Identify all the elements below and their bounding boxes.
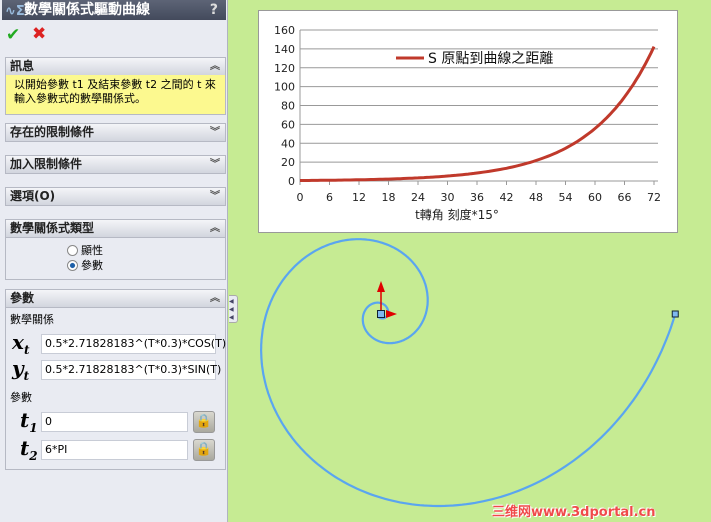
chevron-up-icon[interactable]: ︽ [210,61,220,72]
panel-title-bar: ∿Σ 數學關係式驅動曲線 ? [2,0,226,20]
radio-explicit[interactable]: 顯性 [67,242,103,258]
section-add-relations-header[interactable]: 加入限制條件 ︾ [5,155,226,174]
x-tick-label: 60 [588,191,602,204]
x-tick-label: 72 [647,191,661,204]
equation-type-box: 顯性 參數 [5,238,226,280]
lock-icon[interactable]: 🔒 [193,439,215,461]
property-manager-panel: ∿Σ 數學關係式驅動曲線 ? ✔ ✖ 訊息 ︽ 以開始參數 t1 及結束參數 t2… [0,0,228,522]
lock-icon[interactable]: 🔒 [193,411,215,433]
t1-input[interactable]: 0 [41,412,188,432]
help-button[interactable]: ? [209,2,218,18]
ok-check-icon[interactable]: ✔ [6,25,21,45]
yt-input[interactable]: 0.5*2.71828183^(T*0.3)*SIN(T) [41,360,221,380]
x-tick-label: 24 [411,191,425,204]
panel-collapse-handle[interactable]: ◀ ◀ ◀ [229,295,238,323]
endpoint-handle[interactable] [671,310,679,318]
x-tick-label: 18 [382,191,396,204]
chevron-down-icon[interactable]: ︾ [210,159,220,170]
t2-label: t2 [20,436,38,463]
chart-svg: 0 20 40 60 80 100 120 140 160 0 6 12 18 24 30 36 42 48 54 6… [274,24,661,222]
x-axis-label: t轉角 刻度*15° [415,207,499,222]
legend-label: S 原點到曲線之距離 [428,50,553,67]
chevron-down-icon[interactable]: ︾ [210,191,220,202]
section-label: 存在的限制條件 [10,125,95,139]
t2-input[interactable]: 6*PI [41,440,188,460]
xt-label: xt [12,330,30,357]
cancel-x-icon[interactable]: ✖ [32,24,47,44]
y-tick-label: 20 [281,156,295,169]
message-box: 以開始參數 t1 及結束參數 t2 之間的 t 來輸入參數式的數學關係式。 [5,75,226,115]
graphics-canvas [259,238,679,508]
x-tick-label: 66 [618,191,632,204]
y-tick-label: 80 [281,100,295,113]
y-tick-label: 100 [274,81,295,94]
panel-title: 數學關係式驅動曲線 [24,2,150,18]
x-tick-label: 30 [441,191,455,204]
watermark: 三维网www.3dportal.cn [492,505,656,520]
yt-label: yt [12,356,30,383]
y-tick-label: 160 [274,24,295,37]
section-equation-type-header[interactable]: 數學關係式類型 ︽ [5,219,226,238]
radio-icon[interactable] [67,244,78,256]
section-label: 參數 [10,291,35,305]
section-existing-relations-header[interactable]: 存在的限制條件 ︾ [5,123,226,142]
y-tick-label: 0 [288,175,295,188]
chevron-down-icon[interactable]: ︾ [210,127,220,138]
x-tick-label: 48 [529,191,543,204]
chevron-up-icon[interactable]: ︽ [210,223,220,234]
spiral-curve [259,238,676,508]
x-tick-label: 54 [559,191,573,204]
section-label: 訊息 [10,59,35,73]
section-parameters-header[interactable]: 參數 ︽ [5,289,226,308]
y-tick-label: 120 [274,62,295,75]
x-tick-label: 12 [352,191,366,204]
distance-chart: 0 20 40 60 80 100 120 140 160 0 6 12 18 24 30 36 42 48 54 6… [258,10,678,233]
origin-point-handle[interactable] [377,310,385,318]
chevron-up-icon[interactable]: ︽ [210,293,220,304]
section-label: 數學關係式類型 [10,221,95,235]
y-tick-label: 40 [281,137,295,150]
radio-parametric[interactable]: 參數 [67,257,103,273]
section-label: 選項(O) [10,189,56,203]
equation-label: 數學關係 [10,313,54,326]
t1-label: t1 [20,408,38,435]
equation-curve-icon: ∿Σ [5,4,25,19]
parameters-box: 數學關係 xt 0.5*2.71828183^(T*0.3)*COS(T) yt… [5,308,226,470]
section-message-header[interactable]: 訊息 ︽ [5,57,226,76]
radio-label: 顯性 [81,244,103,257]
y-tick-label: 60 [281,118,295,131]
y-arrow-head-icon [377,281,385,292]
parameter-label: 參數 [10,391,32,404]
y-tick-label: 140 [274,43,295,56]
section-options-header[interactable]: 選項(O) ︾ [5,187,226,206]
x-arrow-head-icon [386,310,397,318]
x-tick-label: 6 [326,191,333,204]
x-tick-label: 42 [500,191,514,204]
xt-input[interactable]: 0.5*2.71828183^(T*0.3)*COS(T) [41,334,226,354]
x-tick-label: 0 [297,191,304,204]
x-tick-label: 36 [470,191,484,204]
radio-selected-icon[interactable] [67,259,78,271]
section-label: 加入限制條件 [10,157,83,171]
radio-label: 參數 [81,259,103,272]
